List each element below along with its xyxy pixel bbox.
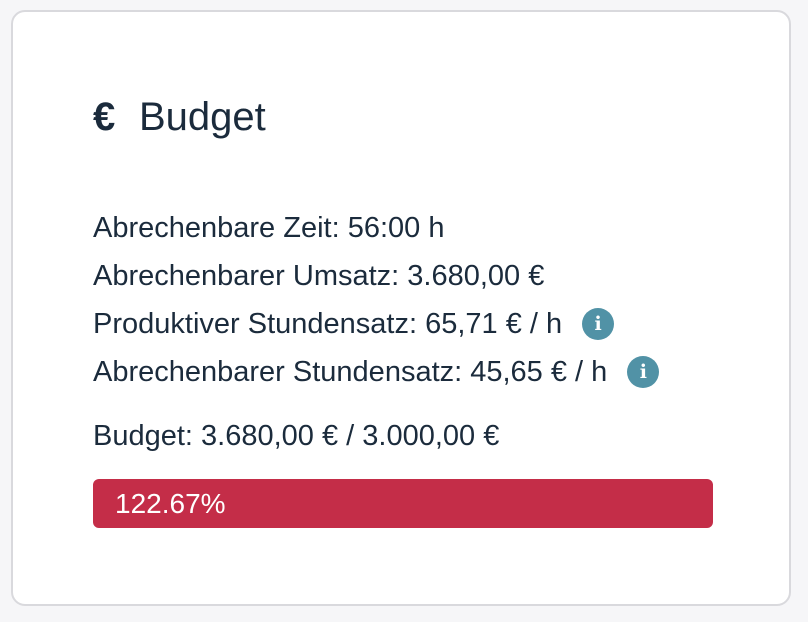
stat-productive-hourly-rate: Produktiver Stundensatz: 65,71 € / h i xyxy=(93,300,659,348)
euro-icon: € xyxy=(93,95,116,139)
stat-billable-revenue: Abrechenbarer Umsatz: 3.680,00 € xyxy=(93,252,659,300)
stat-label: Abrechenbarer Umsatz: 3.680,00 € xyxy=(93,260,545,292)
stat-label: Produktiver Stundensatz: 65,71 € / h xyxy=(93,308,563,340)
info-icon[interactable]: i xyxy=(627,356,660,388)
budget-stats: Abrechenbare Zeit: 56:00 h Abrechenbarer… xyxy=(93,204,660,396)
card-title: € Budget xyxy=(93,92,266,142)
stat-label: Abrechenbarer Stundensatz: 45,65 € / h xyxy=(93,356,608,388)
budget-progress-bar: 122.67% xyxy=(93,479,713,528)
stat-billable-time: Abrechenbare Zeit: 56:00 h xyxy=(93,204,659,252)
budget-progress-fill: 122.67% xyxy=(93,479,713,528)
info-icon[interactable]: i xyxy=(582,308,615,340)
stat-billable-hourly-rate: Abrechenbarer Stundensatz: 45,65 € / h i xyxy=(93,348,660,396)
stat-label: Abrechenbare Zeit: 56:00 h xyxy=(93,212,445,244)
budget-progress-label: 122.67% xyxy=(115,487,226,519)
card-title-text: Budget xyxy=(139,95,266,139)
budget-summary: Budget: 3.680,00 € / 3.000,00 € xyxy=(93,420,500,452)
budget-card: € Budget Abrechenbare Zeit: 56:00 h Abre… xyxy=(11,10,791,606)
